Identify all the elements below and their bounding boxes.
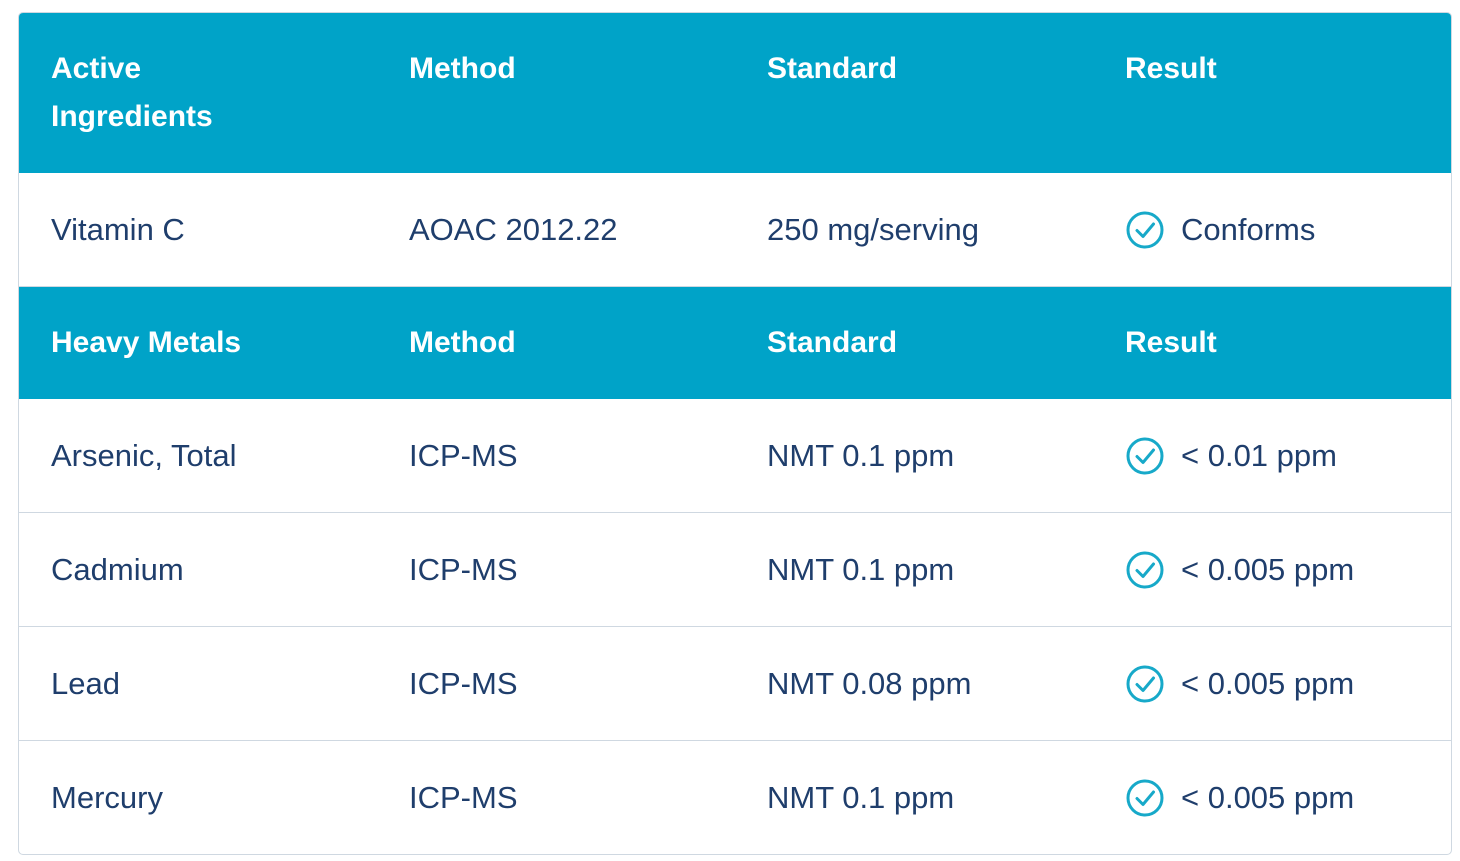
header-text: Method — [409, 52, 516, 85]
cell-text: Vitamin C — [51, 211, 185, 247]
cell-text: NMT 0.1 ppm — [767, 551, 955, 587]
cell-text: AOAC 2012.22 — [409, 211, 618, 247]
cell-text: ICP-MS — [409, 437, 518, 473]
header-cell: Standard — [735, 13, 1093, 173]
cell-text: < 0.005 ppm — [1181, 665, 1355, 701]
check-icon — [1126, 665, 1164, 702]
table-cell: 250 mg/serving — [735, 173, 1093, 286]
header-cell: Result — [1093, 13, 1451, 173]
table-row: Arsenic, Total ICP-MS NMT 0.1 ppm < 0.01 pp… — [19, 399, 1451, 513]
cell-text: NMT 0.08 ppm — [767, 665, 972, 701]
check-icon — [1126, 551, 1164, 588]
table-cell: NMT 0.08 ppm — [735, 627, 1093, 740]
table-row: Vitamin C AOAC 2012.22 250 mg/serving Confo… — [19, 173, 1451, 287]
header-cell: Method — [377, 287, 735, 399]
cell-text: Arsenic, Total — [51, 437, 237, 473]
check-icon — [1126, 779, 1164, 816]
table-cell: ICP-MS — [377, 741, 735, 854]
header-cell: Active Ingredients — [19, 13, 377, 173]
table-row: Lead ICP-MS NMT 0.08 ppm < 0.005 ppm — [19, 627, 1451, 741]
cell-text: Mercury — [51, 779, 163, 815]
header-row: Heavy Metals Method Standard Result — [19, 287, 1451, 399]
table-cell: NMT 0.1 ppm — [735, 741, 1093, 854]
header-text: Standard — [767, 326, 898, 359]
check-icon — [1126, 437, 1164, 474]
header-cell: Method — [377, 13, 735, 173]
table-cell: < 0.005 ppm — [1093, 741, 1451, 854]
table-cell: Arsenic, Total — [19, 399, 377, 512]
header-cell: Standard — [735, 287, 1093, 399]
table-cell: AOAC 2012.22 — [377, 173, 735, 286]
table-cell: < 0.005 ppm — [1093, 513, 1451, 626]
cell-text: ICP-MS — [409, 551, 518, 587]
cell-text: NMT 0.1 ppm — [767, 437, 955, 473]
table-cell: Lead — [19, 627, 377, 740]
table-row: Cadmium ICP-MS NMT 0.1 ppm < 0.005 ppm — [19, 513, 1451, 627]
table-cell: ICP-MS — [377, 399, 735, 512]
table-cell: ICP-MS — [377, 627, 735, 740]
cell-text: Cadmium — [51, 551, 184, 587]
header-text: Method — [409, 326, 516, 359]
header-cell: Result — [1093, 287, 1451, 399]
table-cell: NMT 0.1 ppm — [735, 513, 1093, 626]
cell-text: < 0.01 ppm — [1181, 437, 1337, 473]
table-cell: Mercury — [19, 741, 377, 854]
cell-text: NMT 0.1 ppm — [767, 779, 955, 815]
cell-text: ICP-MS — [409, 779, 518, 815]
table-cell: < 0.01 ppm — [1093, 399, 1451, 512]
check-icon — [1126, 211, 1164, 248]
results-table: Active Ingredients Method Standard Result Vi… — [18, 12, 1452, 855]
header-text: Heavy Metals — [51, 326, 242, 359]
table-cell: NMT 0.1 ppm — [735, 399, 1093, 512]
header-row: Active Ingredients Method Standard Result — [19, 13, 1451, 173]
table-cell: ICP-MS — [377, 513, 735, 626]
header-text: Result — [1125, 326, 1217, 359]
header-text: Standard — [767, 52, 898, 85]
header-cell: Heavy Metals — [19, 287, 377, 399]
table-cell: Cadmium — [19, 513, 377, 626]
cell-text: < 0.005 ppm — [1181, 551, 1355, 587]
cell-text: ICP-MS — [409, 665, 518, 701]
table-cell: Conforms — [1093, 173, 1451, 286]
cell-text: Conforms — [1181, 211, 1316, 247]
cell-text: < 0.005 ppm — [1181, 779, 1355, 815]
header-text: Result — [1125, 52, 1217, 85]
table-cell: Vitamin C — [19, 173, 377, 286]
table-row: Mercury ICP-MS NMT 0.1 ppm < 0.005 ppm — [19, 741, 1451, 854]
cell-text: Lead — [51, 665, 120, 701]
header-text: Active Ingredients — [51, 52, 213, 133]
cell-text: 250 mg/serving — [767, 211, 979, 247]
table-cell: < 0.005 ppm — [1093, 627, 1451, 740]
